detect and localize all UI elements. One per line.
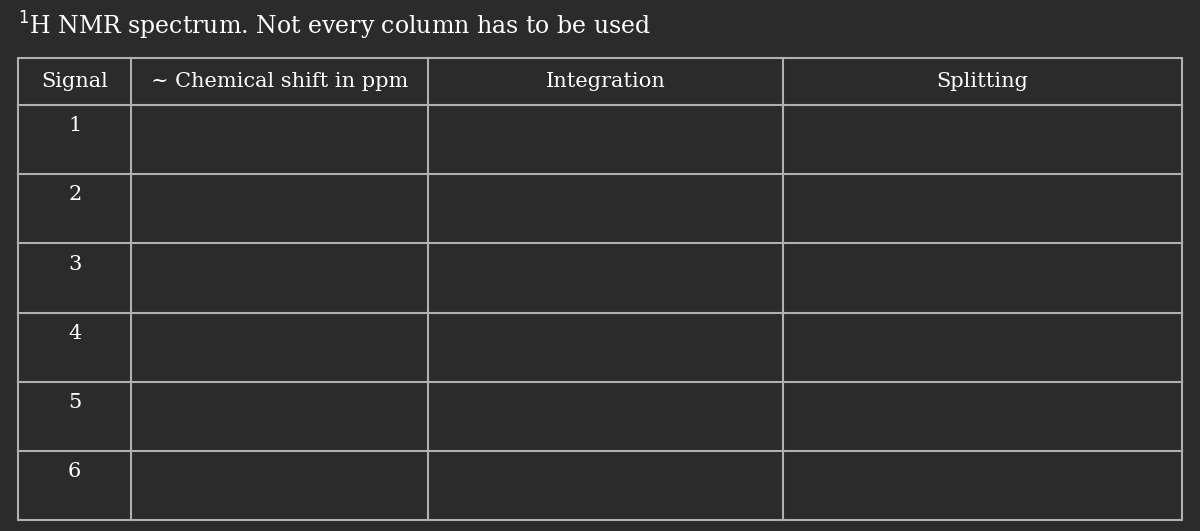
Text: 5: 5 xyxy=(68,393,82,412)
Text: 6: 6 xyxy=(68,462,82,481)
Text: 2: 2 xyxy=(68,185,82,204)
Bar xyxy=(18,58,1182,520)
Text: Signal: Signal xyxy=(41,72,108,91)
Text: 3: 3 xyxy=(68,254,82,273)
Text: ~ Chemical shift in ppm: ~ Chemical shift in ppm xyxy=(151,72,408,91)
Text: Splitting: Splitting xyxy=(936,72,1028,91)
Text: 1: 1 xyxy=(68,116,82,135)
Text: $^{1}$H NMR spectrum. Not every column has to be used: $^{1}$H NMR spectrum. Not every column h… xyxy=(18,10,650,42)
Text: Integration: Integration xyxy=(546,72,666,91)
Text: 4: 4 xyxy=(68,324,82,342)
Bar xyxy=(18,58,1182,520)
